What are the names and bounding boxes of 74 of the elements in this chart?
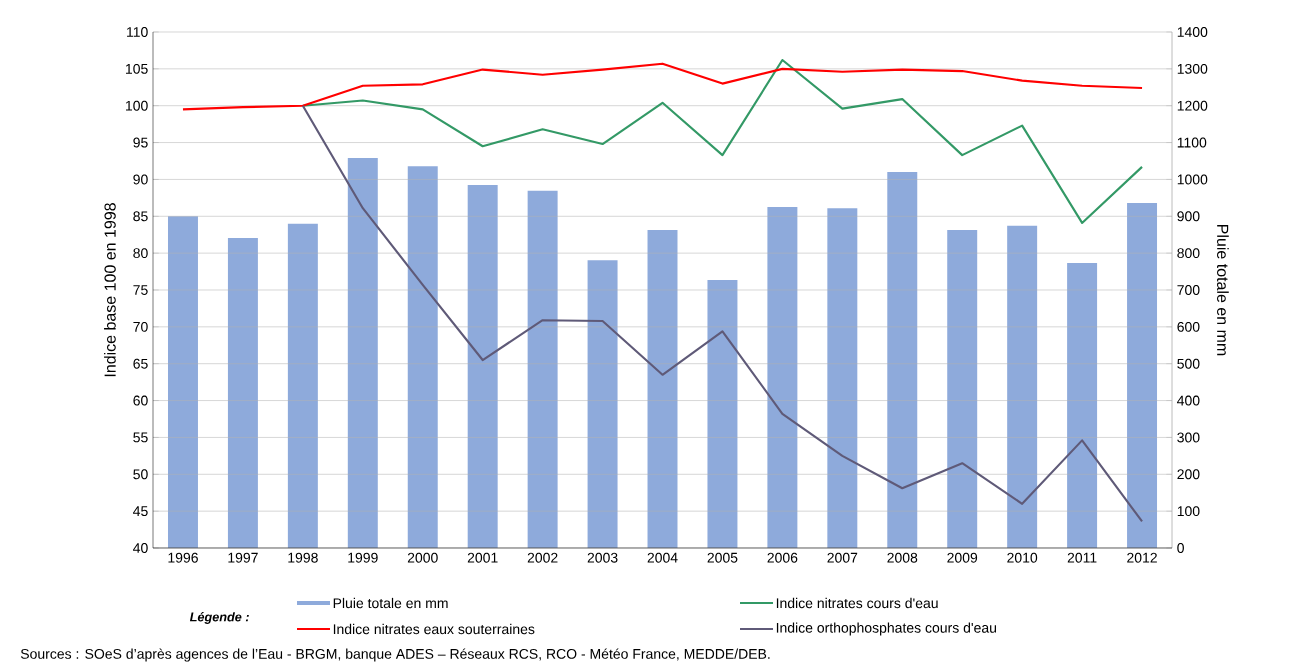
y-tick-label: 100 xyxy=(126,100,148,111)
legend-title: Légende : xyxy=(189,612,249,624)
y-tick-label: 55 xyxy=(133,432,148,443)
y2-tick-label: 700 xyxy=(1177,285,1200,295)
line-series xyxy=(301,104,1144,523)
x-tick-label: 1996 xyxy=(168,552,198,563)
bar xyxy=(827,208,858,548)
bar xyxy=(1127,203,1158,548)
bar xyxy=(707,280,738,548)
y-tick-label: 75 xyxy=(133,285,148,295)
bar xyxy=(767,207,798,548)
y-axis-title: Indice base 100 en 1998 xyxy=(104,203,116,377)
y-tick-label: 60 xyxy=(133,395,148,406)
x-tick-label: 2009 xyxy=(947,552,978,563)
legend-label: Pluie totale en mm xyxy=(333,597,448,609)
y-tick-label: 45 xyxy=(133,506,148,517)
y-tick-label: 105 xyxy=(126,63,148,74)
bar xyxy=(527,190,558,548)
y-tick-label: 95 xyxy=(133,137,148,148)
y2-tick-label: 500 xyxy=(1177,358,1200,369)
bar xyxy=(1067,263,1098,548)
y-tick-label: 70 xyxy=(133,321,148,332)
x-tick-label: 2006 xyxy=(767,552,798,563)
x-tick-label: 2004 xyxy=(647,552,678,563)
y-tick-label: 65 xyxy=(133,358,148,369)
y2-tick-label: 0 xyxy=(1177,543,1184,553)
y2-axis-title: Pluie totale en mm xyxy=(1217,225,1229,356)
x-tick-label: 1998 xyxy=(288,552,318,563)
x-tick-label: 2002 xyxy=(527,552,558,563)
y2-tick-label: 200 xyxy=(1177,469,1200,480)
y2-tick-label: 400 xyxy=(1177,395,1200,406)
bar xyxy=(647,229,678,548)
y2-tick-label: 300 xyxy=(1177,432,1200,443)
legend-label: Indice nitrates cours d'eau xyxy=(776,597,938,609)
x-tick-label: 2007 xyxy=(827,552,858,563)
bar xyxy=(947,229,978,548)
y2-tick-label: 900 xyxy=(1177,211,1200,222)
x-tick-label: 2003 xyxy=(587,552,618,563)
x-tick-label: 2010 xyxy=(1007,552,1038,563)
y2-tick-label: 100 xyxy=(1177,506,1200,517)
bar xyxy=(887,172,918,548)
y-tick-label: 90 xyxy=(133,174,148,185)
y-tick-label: 40 xyxy=(133,543,148,553)
x-tick-label: 2008 xyxy=(887,552,918,563)
x-tick-label: 1999 xyxy=(348,552,378,563)
source-note: Sources : SOeS d’après agences de l’Eau - BRGM, banque ADES – Réseaux RCS, RCO - Météo France, MEDDE/DEB. xyxy=(20,648,770,662)
line-series xyxy=(181,62,1144,111)
x-tick-label: 1997 xyxy=(228,552,258,563)
bar xyxy=(587,260,618,548)
y-tick-label: 50 xyxy=(133,469,148,480)
y-tick-label: 80 xyxy=(133,248,148,259)
y2-tick-label: 1200 xyxy=(1177,100,1208,111)
x-tick-label: 2005 xyxy=(707,552,738,563)
y-tick-label: 85 xyxy=(133,211,148,222)
bar xyxy=(347,158,378,548)
y2-tick-label: 1400 xyxy=(1177,27,1208,37)
x-tick-label: 2001 xyxy=(467,552,498,563)
y2-tick-label: 1300 xyxy=(1177,63,1208,74)
bar xyxy=(167,216,198,548)
x-tick-label: 2011 xyxy=(1067,552,1097,563)
bar xyxy=(467,184,498,548)
legend-label: Indice orthophosphates cours d'eau xyxy=(776,622,997,636)
y2-tick-label: 600 xyxy=(1177,321,1200,332)
y2-tick-label: 1000 xyxy=(1177,174,1208,185)
y2-tick-label: 800 xyxy=(1177,248,1200,259)
x-tick-label: 2000 xyxy=(407,552,438,563)
bar xyxy=(227,238,258,548)
legend-label: Indice nitrates eaux souterraines xyxy=(333,623,535,635)
y-tick-label: 110 xyxy=(127,27,148,37)
bar xyxy=(1007,225,1038,548)
bar xyxy=(287,223,318,548)
bar xyxy=(407,166,438,548)
x-tick-label: 2012 xyxy=(1127,552,1157,563)
y2-tick-label: 1100 xyxy=(1177,137,1207,148)
